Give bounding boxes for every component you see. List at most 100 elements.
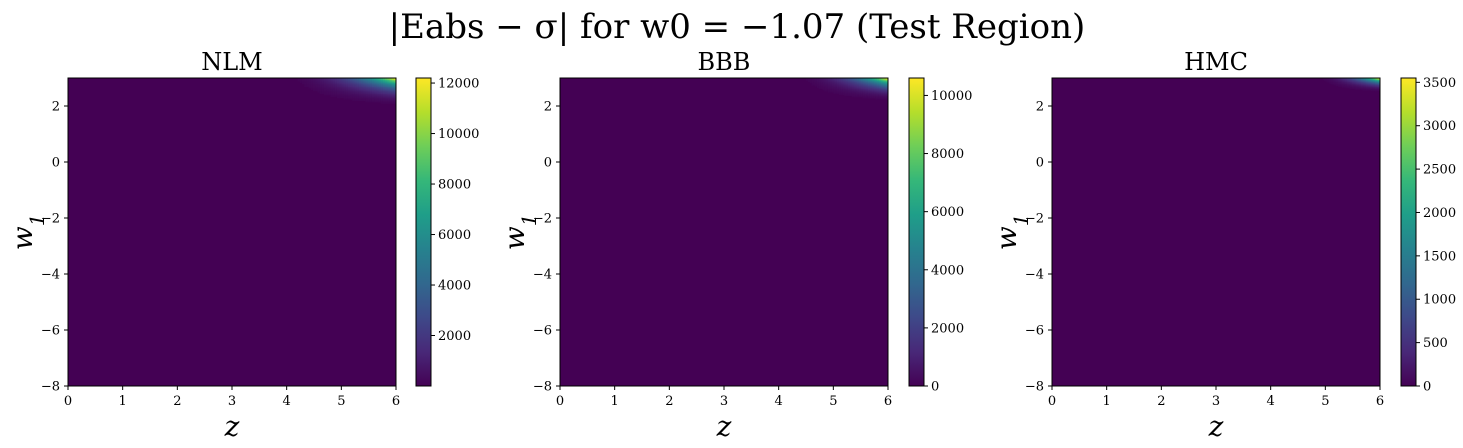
heatmap-cell — [1328, 78, 1331, 80]
heatmap-cell — [1345, 86, 1348, 88]
heatmap-cell — [315, 85, 318, 87]
heatmap-cell — [393, 87, 396, 90]
heatmap-cell — [838, 92, 842, 94]
heatmap-cell — [816, 81, 820, 84]
heatmap-cell — [849, 94, 853, 97]
heatmap-cell — [1367, 85, 1370, 87]
heatmap-cell — [387, 78, 391, 80]
heatmap-cell — [352, 78, 356, 80]
heatmap-cell — [1328, 80, 1331, 83]
heatmap-cell — [1348, 82, 1350, 85]
heatmap-cell — [1369, 78, 1372, 80]
heatmap-cell — [851, 88, 854, 91]
x-tick-label: 2 — [665, 394, 673, 409]
heatmap-cell — [882, 82, 885, 85]
heatmap-cell — [354, 79, 358, 82]
heatmap-cell — [866, 83, 869, 86]
heatmap-cell — [1369, 78, 1372, 80]
heatmap-cell — [820, 78, 823, 80]
heatmap-cell — [862, 93, 865, 95]
heatmap-cell — [310, 85, 314, 87]
heatmap-cell — [871, 93, 875, 95]
heatmap-cell — [1351, 80, 1354, 82]
heatmap-cell — [838, 83, 842, 86]
heatmap-cell — [877, 79, 880, 81]
heatmap-cell — [389, 83, 393, 86]
heatmap-cell — [345, 80, 349, 83]
heatmap-cell — [326, 83, 329, 86]
heatmap-cell — [1358, 82, 1361, 85]
heatmap-cell — [350, 90, 353, 93]
heatmap-cell — [347, 83, 351, 86]
heatmap-cell — [1351, 81, 1354, 83]
heatmap-background — [1052, 78, 1380, 386]
heatmap-cell — [869, 89, 873, 92]
heatmap-cell — [1373, 84, 1376, 86]
heatmap-cell — [829, 78, 833, 80]
heatmap-cell — [315, 82, 318, 85]
heatmap-cell — [842, 93, 845, 95]
heatmap-cell — [878, 79, 882, 81]
heatmap-cell — [1371, 86, 1373, 88]
heatmap-cell — [389, 96, 393, 99]
heatmap-cell — [866, 85, 869, 87]
heatmap-cell — [352, 90, 356, 93]
heatmap-cell — [813, 82, 816, 85]
heatmap-cell — [1353, 87, 1356, 90]
heatmap-cell — [356, 99, 360, 101]
heatmap-cell — [341, 87, 345, 90]
heatmap-cell — [875, 79, 878, 81]
heatmap-cell — [393, 99, 396, 101]
heatmap-cell — [345, 83, 349, 86]
heatmap-cell — [1343, 79, 1345, 81]
heatmap-cell — [393, 86, 396, 89]
heatmap-cell — [391, 96, 395, 99]
heatmap-cell — [1372, 81, 1375, 83]
heatmap-cell — [299, 79, 303, 82]
heatmap-cell — [1349, 85, 1352, 87]
heatmap-cell — [1341, 80, 1344, 82]
heatmap-cell — [1327, 78, 1330, 80]
heatmap-cell — [328, 78, 331, 80]
heatmap-cell — [827, 86, 831, 88]
heatmap-cell — [849, 79, 853, 81]
heatmap-cell — [312, 89, 316, 92]
heatmap-cell — [1351, 78, 1354, 80]
heatmap-cell — [347, 92, 351, 94]
heatmap-cell — [1331, 79, 1334, 81]
heatmap-cell — [862, 86, 865, 88]
heatmap-cell — [829, 90, 833, 93]
heatmap-cell — [847, 88, 851, 91]
heatmap-cell — [820, 83, 823, 86]
heatmap-cell — [815, 85, 818, 87]
heatmap-cell — [380, 100, 384, 103]
heatmap-cell — [1323, 78, 1326, 80]
heatmap-cell — [1354, 87, 1357, 90]
heatmap-cell — [350, 97, 353, 100]
heatmap-cell — [1378, 82, 1380, 84]
heatmap-cell — [1335, 78, 1338, 80]
heatmap-cell — [1368, 78, 1371, 80]
heatmap-cell — [853, 94, 856, 97]
heatmap-cell — [824, 79, 827, 81]
heatmap-cell — [341, 96, 345, 99]
heatmap-cell — [323, 80, 327, 83]
heatmap-cell — [330, 89, 334, 92]
heatmap-cell — [1334, 80, 1336, 83]
heatmap-cell — [1357, 86, 1359, 88]
heatmap-cell — [389, 97, 393, 100]
heatmap-cell — [371, 79, 375, 82]
heatmap-cell — [385, 99, 388, 101]
heatmap-cell — [367, 97, 371, 100]
heatmap-cell — [1373, 89, 1376, 92]
heatmap-cell — [1360, 79, 1363, 81]
heatmap-cell — [831, 88, 834, 91]
heatmap-cell — [855, 95, 858, 98]
heatmap-cell — [330, 80, 334, 83]
heatmap-cell — [882, 86, 885, 88]
heatmap-cell — [1364, 82, 1367, 85]
heatmap-cell — [378, 86, 382, 89]
heatmap-cell — [880, 96, 884, 99]
heatmap-cell — [345, 79, 349, 82]
heatmap-cell — [326, 90, 329, 93]
